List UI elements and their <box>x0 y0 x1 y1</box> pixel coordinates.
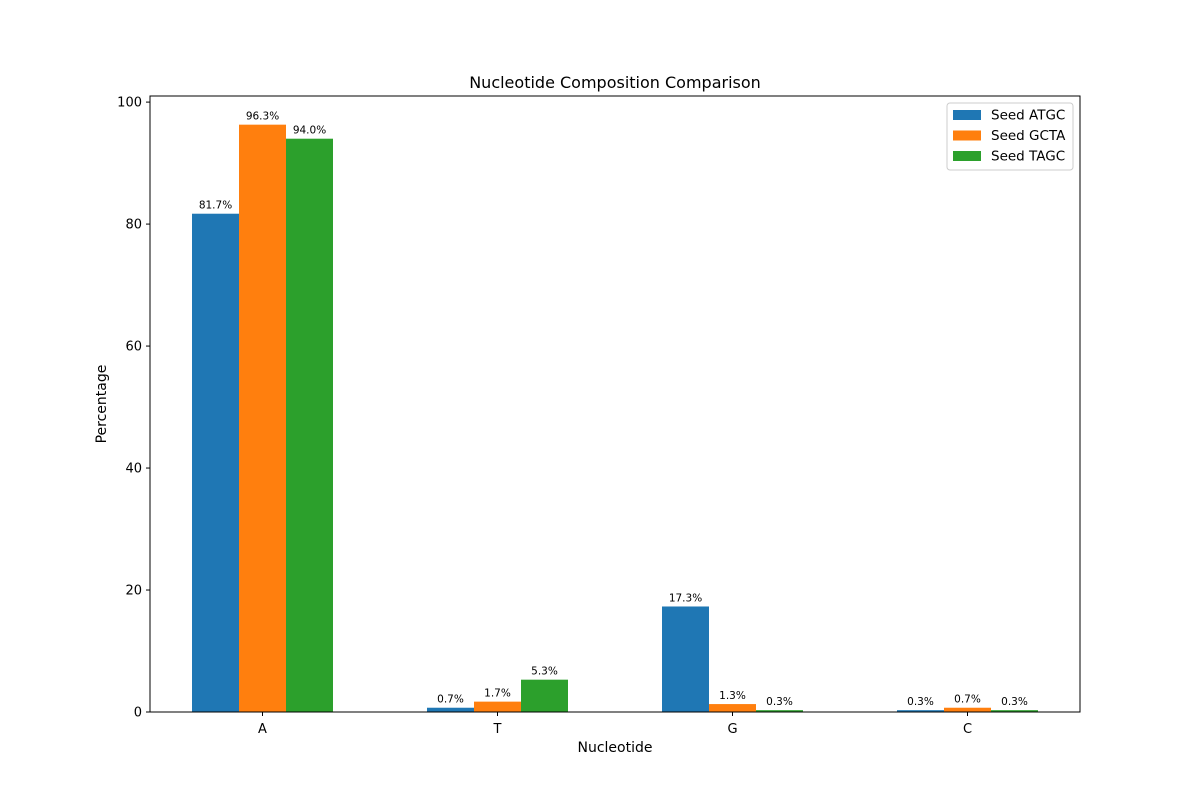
value-label-seed-gcta-t: 1.7% <box>484 688 511 700</box>
legend: Seed ATGC Seed GCTA Seed TAGC <box>946 102 1074 171</box>
y-tick-label-20: 20 <box>125 584 142 599</box>
x-tick-label-c: C <box>963 722 972 737</box>
value-label-seed-gcta-g: 1.3% <box>719 690 746 702</box>
bar-seed-tagc-c <box>991 710 1038 712</box>
bar-seed-gcta-t <box>474 701 521 712</box>
value-label-seed-atgc-a: 81.7% <box>199 200 232 212</box>
x-tick-label-g: G <box>727 722 737 737</box>
legend-label-seed-atgc: Seed ATGC <box>991 108 1065 124</box>
legend-label-seed-gcta: Seed GCTA <box>991 128 1066 144</box>
bar-seed-atgc-c <box>897 710 944 712</box>
legend-swatch-seed-tagc <box>953 151 981 161</box>
legend-swatch-seed-atgc <box>953 110 981 120</box>
plot-area-frame <box>149 95 1081 713</box>
y-tick-label-100: 100 <box>117 96 142 111</box>
bar-seed-gcta-a <box>239 124 286 712</box>
value-label-seed-gcta-c: 0.7% <box>954 694 981 706</box>
y-tick-label-0: 0 <box>134 706 142 721</box>
x-tick-label-t: T <box>493 722 502 737</box>
bar-seed-gcta-g <box>709 704 756 712</box>
y-axis-label: Percentage <box>94 365 110 444</box>
legend-swatch-seed-gcta <box>953 130 981 141</box>
value-label-seed-atgc-t: 0.7% <box>437 694 464 706</box>
bar-seed-tagc-g <box>756 710 803 712</box>
chart-title: Nucleotide Composition Comparison <box>469 73 761 92</box>
bar-seed-tagc-t <box>521 679 568 712</box>
value-label-seed-gcta-a: 96.3% <box>246 111 279 123</box>
bar-seed-atgc-g <box>662 606 709 712</box>
bars-layer <box>192 124 1038 713</box>
bar-seed-atgc-t <box>427 707 474 712</box>
bar-seed-gcta-c <box>944 707 991 712</box>
bar-seed-atgc-a <box>192 213 239 713</box>
value-labels-layer: 81.7% 0.7% 17.3% 0.3% 96.3% 1.7% 1.3% 0.7% 94.0%… <box>199 111 1028 709</box>
y-tick-label-80: 80 <box>125 218 142 233</box>
x-axis-label: Nucleotide <box>578 740 653 756</box>
y-tick-label-60: 60 <box>125 340 142 355</box>
y-axis: 0 20 40 60 80 100 <box>117 96 150 721</box>
value-label-seed-atgc-c: 0.3% <box>907 696 934 708</box>
value-label-seed-tagc-a: 94.0% <box>293 125 326 137</box>
value-label-seed-tagc-g: 0.3% <box>766 696 793 708</box>
value-label-seed-atgc-g: 17.3% <box>669 592 702 604</box>
bar-seed-tagc-a <box>286 138 333 713</box>
x-tick-label-a: A <box>258 722 267 737</box>
legend-label-seed-tagc: Seed TAGC <box>991 149 1065 165</box>
y-tick-label-40: 40 <box>125 462 142 477</box>
value-label-seed-tagc-c: 0.3% <box>1001 696 1028 708</box>
value-label-seed-tagc-t: 5.3% <box>531 666 558 678</box>
